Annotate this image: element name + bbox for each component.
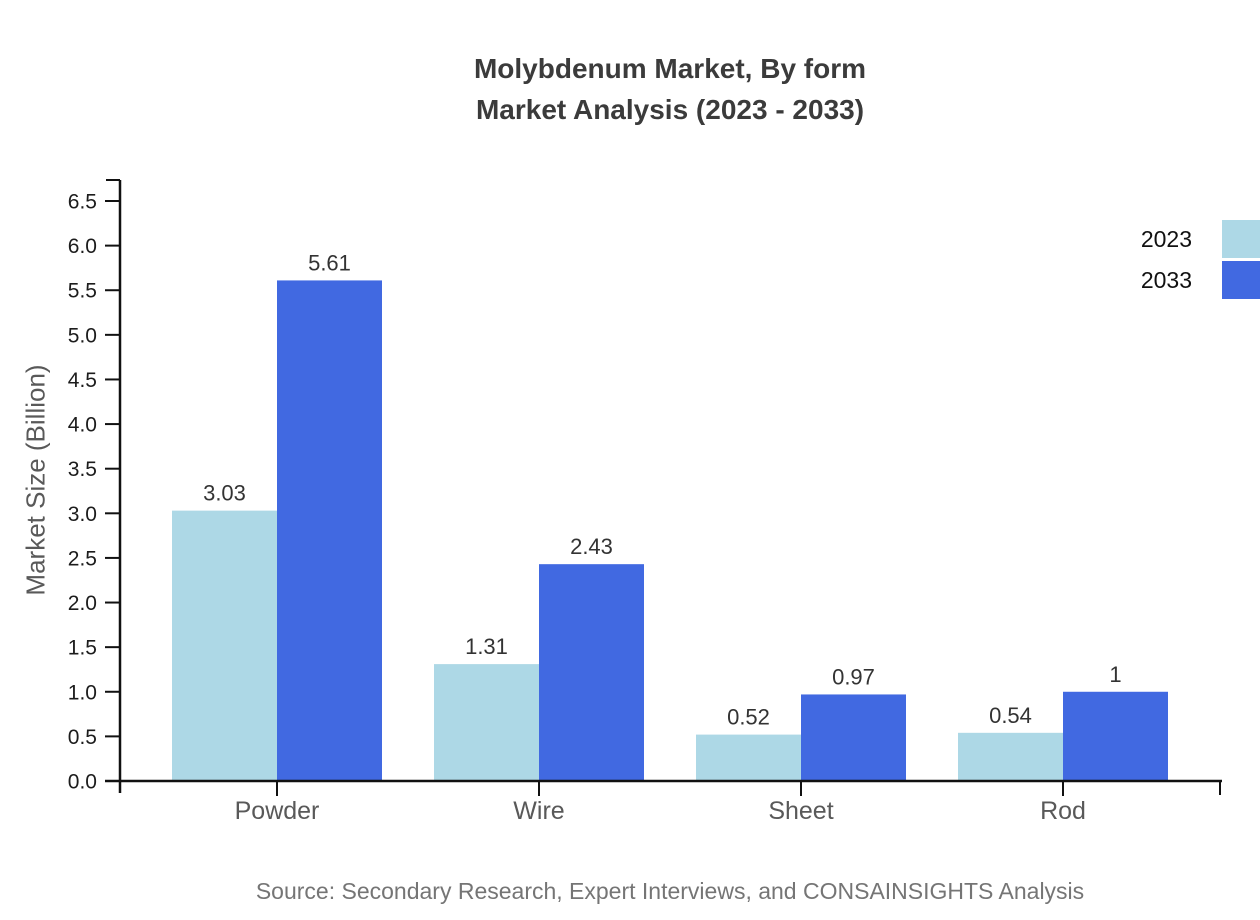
category-label-wire: Wire: [513, 797, 564, 825]
y-tick-label: 4.0: [68, 414, 97, 437]
legend-label-2033: 2033: [1140, 266, 1192, 293]
value-label: 5.61: [308, 250, 351, 275]
legend-row-2033: 2033: [1132, 261, 1260, 299]
legend: 2023 2033: [1132, 220, 1260, 299]
source-note: Source: Secondary Research, Expert Inter…: [255, 878, 1085, 904]
y-axis-title: Market Size (Billion): [20, 364, 51, 596]
y-tick-label: 6.5: [68, 191, 97, 214]
y-tick-label: 1.5: [68, 637, 97, 660]
legend-swatch-2033: [1222, 261, 1260, 299]
chart-title-line2: Market Analysis (2023 - 2033): [475, 94, 865, 125]
category-label-powder: Powder: [235, 797, 320, 825]
value-label: 2.43: [570, 534, 613, 559]
y-tick-label: 1.0: [68, 681, 97, 704]
y-tick-label: 4.5: [68, 369, 97, 392]
category-label-sheet: Sheet: [768, 797, 833, 825]
bar-2033-powder: [277, 280, 382, 781]
value-label: 0.97: [832, 664, 875, 689]
y-tick-label: 3.0: [68, 503, 97, 526]
bar-2033-rod: [1063, 691, 1168, 781]
bar-2023-powder: [172, 510, 277, 781]
y-tick-label: 2.0: [68, 592, 97, 615]
value-label: 3.03: [203, 481, 246, 506]
y-tick-label: 0.5: [68, 726, 97, 749]
bar-2023-wire: [434, 664, 539, 781]
bar-2023-sheet: [696, 734, 801, 781]
bar-2033-wire: [539, 564, 644, 781]
legend-swatch-2023: [1222, 220, 1260, 258]
legend-row-2023: 2023: [1132, 220, 1260, 258]
value-label: 0.52: [727, 705, 770, 730]
category-label-rod: Rod: [1040, 797, 1086, 825]
y-tick-label: 6.0: [68, 235, 97, 258]
y-tick-label: 0.0: [68, 771, 97, 794]
bar-2033-sheet: [801, 694, 906, 781]
legend-label-2023: 2023: [1140, 225, 1192, 252]
value-label: 1.31: [465, 634, 508, 659]
value-label: 1: [1109, 662, 1121, 687]
value-label: 0.54: [989, 703, 1032, 728]
y-tick-label: 5.0: [68, 324, 97, 347]
y-tick-label: 3.5: [68, 458, 97, 481]
y-tick-label: 5.5: [68, 280, 97, 303]
chart-title-line1: Molybdenum Market, By form: [473, 53, 867, 84]
y-tick-label: 2.5: [68, 547, 97, 570]
chart-title: Molybdenum Market, By form Market Analys…: [220, 48, 1120, 130]
bar-2023-rod: [958, 732, 1063, 781]
